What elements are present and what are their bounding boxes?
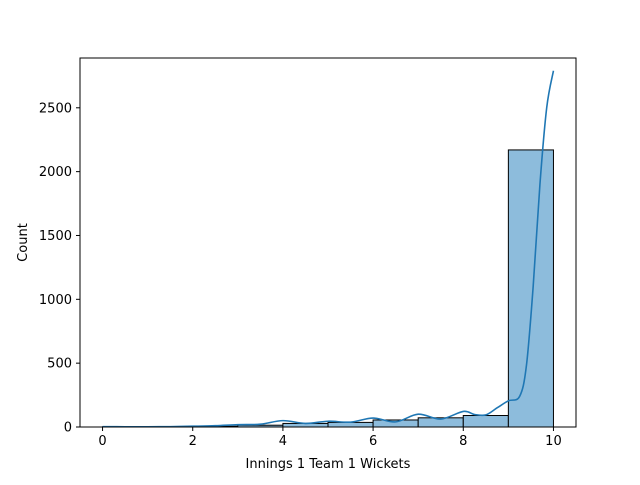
y-axis-label: Count (16, 223, 31, 262)
y-tick-label: 2500 (39, 101, 72, 116)
x-tick-label: 10 (545, 434, 562, 449)
x-tick-label: 6 (369, 434, 377, 449)
x-tick-label: 0 (98, 434, 106, 449)
y-tick-label: 0 (64, 421, 72, 436)
histogram-bar (328, 422, 373, 427)
y-tick-label: 1000 (39, 293, 72, 308)
x-tick-label: 2 (189, 434, 197, 449)
histogram-bar (508, 150, 553, 427)
y-tick-label: 1500 (39, 229, 72, 244)
x-tick-label: 8 (459, 434, 467, 449)
y-tick-label: 500 (47, 357, 72, 372)
x-axis-label: Innings 1 Team 1 Wickets (246, 457, 411, 472)
histogram-bar (463, 416, 508, 427)
histogram-bar (373, 420, 418, 427)
y-tick-label: 2000 (39, 165, 72, 180)
x-tick-label: 4 (279, 434, 287, 449)
